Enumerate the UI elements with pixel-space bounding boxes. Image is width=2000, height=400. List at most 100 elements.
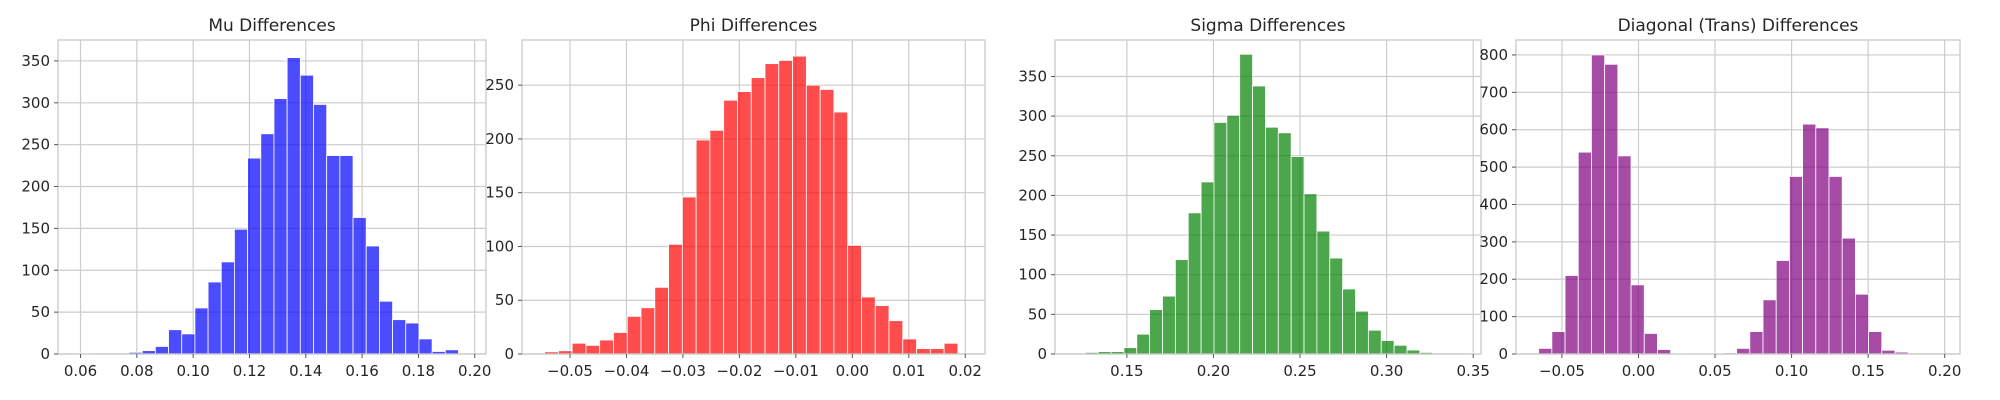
x-tick-label: 0.02 (949, 362, 982, 380)
histogram-bar (1136, 333, 1151, 355)
histogram-bar (1617, 155, 1632, 355)
histogram-bar (737, 91, 752, 355)
histogram-bar (1591, 54, 1606, 355)
x-tick-label: 0.15 (1851, 362, 1884, 380)
y-tick-label: 50 (31, 303, 50, 321)
histogram-bar (916, 348, 931, 355)
x-tick-label: 0.25 (1283, 362, 1316, 380)
y-tick-label: 150 (21, 219, 50, 237)
histogram-bar (365, 245, 380, 355)
x-tick-label: 0.05 (1698, 362, 1731, 380)
y-tick-label: 0 (1037, 345, 1047, 363)
y-tick-label: 50 (1028, 305, 1047, 323)
chart-title: Phi Differences (690, 16, 818, 36)
x-tick-label: 0.06 (64, 362, 97, 380)
histogram-panel-2: Phi Differences 0 50 100 150 200 250 −0.05 −0.04… (485, 16, 986, 380)
histogram-bar (764, 63, 780, 355)
y-tick-label: 300 (1479, 233, 1508, 251)
histogram-bar (1239, 53, 1253, 355)
histogram-bar (207, 281, 222, 355)
histogram-bar (654, 286, 669, 355)
histogram-bar (1355, 310, 1369, 355)
x-tick-label: −0.03 (660, 362, 706, 380)
histogram-bar (1265, 126, 1279, 355)
histogram-bar (1277, 132, 1292, 355)
histogram-bar (709, 129, 725, 355)
axes-frame (1515, 39, 1961, 355)
y-tick-label: 50 (495, 291, 514, 309)
histogram-bar (234, 228, 249, 355)
x-tick-label: 0.01 (892, 362, 925, 380)
x-tick-label: 0.30 (1370, 362, 1403, 380)
histogram-bar (1802, 123, 1817, 355)
histogram-bar (902, 338, 917, 355)
histogram-bar (681, 196, 697, 355)
y-tick-label: 350 (1018, 67, 1047, 85)
x-tick-label: 0.14 (289, 362, 322, 380)
histogram-bar (1577, 151, 1592, 355)
histogram-bar (1290, 156, 1305, 355)
histogram-bar (874, 305, 890, 355)
histogram-bar (943, 342, 959, 355)
histogram-bar (888, 320, 904, 355)
histogram-bar (1252, 85, 1266, 355)
x-tick-label: 0.35 (1457, 362, 1490, 380)
x-tick-label: 0.10 (176, 362, 209, 380)
histogram-bar (247, 157, 262, 355)
histogram-bar (339, 155, 354, 355)
histogram-bar (1868, 331, 1883, 355)
x-tick-label: 0.20 (1197, 362, 1230, 380)
histogram-bar (1789, 176, 1804, 355)
histogram-bar (168, 329, 183, 355)
x-tick-label: −0.02 (716, 362, 762, 380)
histogram-bar (1551, 331, 1566, 355)
x-tick-label: 0.20 (1928, 362, 1961, 380)
y-tick-label: 200 (1018, 186, 1047, 204)
x-tick-label: 0.12 (233, 362, 266, 380)
y-tick-label: 300 (1018, 107, 1047, 125)
histogram-bar (695, 139, 711, 355)
histogram-bar (1854, 293, 1869, 355)
y-tick-label: 100 (1018, 266, 1047, 284)
histogram-bar (847, 244, 862, 355)
histogram-bar (861, 296, 876, 355)
axes-frame (521, 39, 986, 355)
histogram-bar (1123, 347, 1138, 355)
x-tick-label: 0.08 (120, 362, 153, 380)
histogram-bar (392, 319, 407, 355)
histogram-bar (1316, 230, 1331, 355)
histogram-bar (181, 333, 196, 355)
y-tick-label: 0 (504, 345, 514, 363)
histogram-bar (668, 243, 683, 355)
histogram-bar (1775, 260, 1790, 355)
histogram-bar (805, 84, 821, 355)
histogram-bar (1604, 63, 1619, 355)
y-tick-label: 150 (485, 184, 514, 202)
x-tick-label: 0.10 (1775, 362, 1808, 380)
histogram-bar (1342, 288, 1356, 355)
histogram-bar (1187, 212, 1202, 355)
histogram-bar (819, 89, 835, 355)
y-tick-label: 150 (1018, 226, 1047, 244)
y-tick-label: 250 (1018, 147, 1047, 165)
x-tick-label: −0.05 (1539, 362, 1585, 380)
histogram-bar (313, 104, 328, 355)
histogram-bar (405, 322, 420, 355)
histogram-bar (1538, 347, 1553, 355)
x-tick-label: 0.00 (1622, 362, 1655, 380)
histogram-bar (640, 307, 656, 355)
y-tick-label: 0 (1498, 345, 1508, 363)
y-tick-label: 100 (485, 237, 514, 255)
histogram-bar (723, 99, 738, 355)
y-tick-label: 350 (21, 52, 50, 70)
x-tick-label: −0.01 (773, 362, 819, 380)
x-tick-label: 0.16 (345, 362, 378, 380)
x-tick-label: −0.05 (547, 362, 593, 380)
histogram-bar (1380, 340, 1395, 355)
histogram-bar (220, 261, 235, 355)
histogram-bar (1162, 295, 1176, 355)
axes-frame (57, 39, 487, 355)
y-tick-label: 700 (1479, 83, 1508, 101)
y-tick-label: 300 (21, 94, 50, 112)
chart-title: Diagonal (Trans) Differences (1618, 16, 1859, 36)
